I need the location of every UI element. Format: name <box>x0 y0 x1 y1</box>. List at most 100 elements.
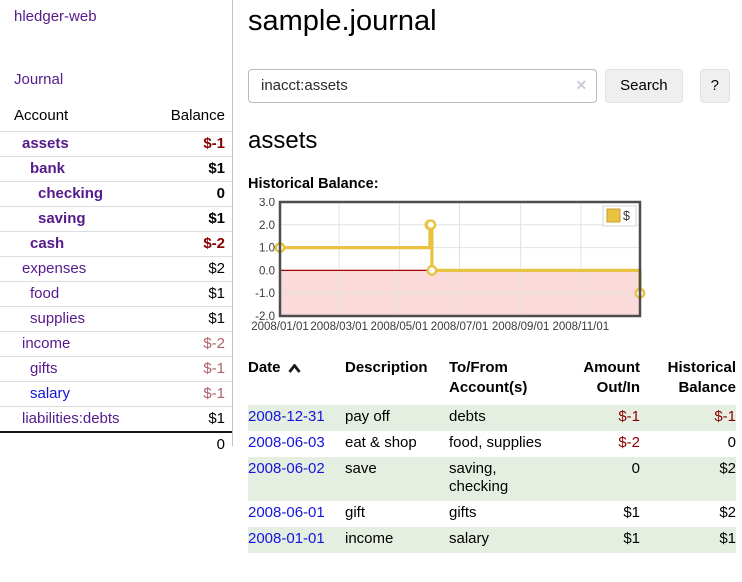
x-axis-tick-label: 2008/03/01 <box>310 321 368 333</box>
account-row: supplies $1 <box>0 306 232 332</box>
cell-accounts: debts <box>449 408 486 426</box>
chart-title: Historical Balance: <box>248 175 379 192</box>
cell-balance: 0 <box>727 433 736 451</box>
transactions-table: Date Description To/From Account(s) Amou… <box>248 356 736 553</box>
cell-accounts: food, supplies <box>449 433 542 451</box>
transaction-date-link[interactable]: 2008-06-03 <box>248 433 325 451</box>
legend-swatch <box>606 208 621 223</box>
account-row: checking 0 <box>0 181 232 207</box>
column-header-accounts: To/From Account(s) <box>449 358 528 396</box>
transaction-row: 2008-06-01 gift gifts $1 $2 <box>248 501 736 527</box>
account-balance: $-2 <box>153 231 232 257</box>
account-row: cash $-2 <box>0 231 232 257</box>
account-link[interactable]: salary <box>30 385 71 402</box>
transaction-row: 2008-12-31 pay off debts $-1 $-1 <box>248 405 736 431</box>
cell-accounts: salary <box>449 529 490 547</box>
main-content: sample.journal ✕ Search ? assets Histori… <box>233 0 742 553</box>
clear-search-icon[interactable]: ✕ <box>575 76 588 93</box>
x-axis-tick-label: 2008/11/01 <box>552 321 609 333</box>
accounts-total-row: 0 <box>0 431 232 457</box>
accounts-table: Account Balance assets $-1 bank $1 checking 0… <box>0 103 232 457</box>
accounts-total-spacer <box>0 431 154 457</box>
y-axis-tick-label: -1.0 <box>255 288 275 300</box>
transaction-row: 2008-06-03 eat & shop food, supplies $-2 0 <box>248 431 736 457</box>
nav-journal-link[interactable]: Journal <box>14 71 64 88</box>
account-balance: $2 <box>153 256 232 282</box>
transaction-date-link[interactable]: 2008-06-02 <box>248 459 325 477</box>
column-header-amount: Amount Out/In <box>583 358 640 396</box>
x-axis-tick-label: 2008/01/01 <box>251 321 309 333</box>
legend-label: $ <box>623 209 630 223</box>
date-header-label: Date <box>248 358 281 376</box>
accounts-total-value: 0 <box>153 431 232 457</box>
transaction-date-link[interactable]: 2008-06-01 <box>248 504 325 522</box>
account-row: expenses $2 <box>0 256 232 282</box>
account-row: income $-2 <box>0 331 232 357</box>
account-balance: $-1 <box>153 356 232 382</box>
account-balance: $1 <box>153 306 232 332</box>
transaction-row: 2008-06-02 save saving, checking 0 $2 <box>248 456 736 502</box>
account-row: gifts $-1 <box>0 356 232 382</box>
transaction-date-link[interactable]: 2008-01-01 <box>248 529 325 547</box>
x-axis-tick-label: 2008/09/01 <box>492 321 550 333</box>
transactions-header-row: Date Description To/From Account(s) Amou… <box>248 356 736 406</box>
sort-ascending-icon <box>287 362 301 373</box>
account-balance: $1 <box>153 206 232 232</box>
account-balance: $-2 <box>153 331 232 357</box>
account-link[interactable]: gifts <box>30 360 58 377</box>
page-title: sample.journal <box>248 5 437 37</box>
column-header-balance: Historical Balance <box>667 358 736 396</box>
search-button[interactable]: Search <box>605 68 683 103</box>
cell-description: save <box>345 459 377 477</box>
y-axis-tick-label: 3.0 <box>259 198 275 209</box>
historical-balance-chart[interactable]: $3.0 2.0 1.0 0.0 -1.0 -2.0 2008/01/01 2008/03/0… <box>248 198 646 335</box>
cell-date: 2008-01-01 <box>248 527 345 553</box>
account-link[interactable]: checking <box>38 185 104 202</box>
cell-balance: $2 <box>719 459 736 477</box>
account-link[interactable]: expenses <box>22 260 87 277</box>
cell-balance: $-1 <box>714 408 736 426</box>
search-input[interactable] <box>248 68 598 103</box>
cell-description: income <box>345 529 394 547</box>
account-balance: $1 <box>153 156 232 182</box>
account-balance: $1 <box>153 406 232 432</box>
account-link[interactable]: bank <box>30 160 66 177</box>
account-link[interactable]: income <box>22 335 71 352</box>
account-row: salary $-1 <box>0 381 232 407</box>
account-link[interactable]: liabilities:debts <box>22 410 120 427</box>
cell-accounts: saving, checking <box>449 459 509 496</box>
search-form: ✕ Search ? <box>248 68 730 103</box>
account-link[interactable]: cash <box>30 235 65 252</box>
account-link[interactable]: saving <box>38 210 86 227</box>
account-row: saving $1 <box>0 206 232 232</box>
accounts-header-balance: Balance <box>170 107 225 124</box>
cell-amount: $-1 <box>618 408 640 426</box>
cell-accounts: gifts <box>449 504 477 522</box>
search-box: ✕ <box>248 68 598 103</box>
data-point-marker[interactable] <box>425 218 437 230</box>
column-header-date[interactable]: Date <box>248 356 345 406</box>
transaction-date-link[interactable]: 2008-12-31 <box>248 408 325 426</box>
transaction-row: 2008-01-01 income salary $1 $1 <box>248 526 736 553</box>
app-title-link[interactable]: hledger-web <box>14 8 97 25</box>
y-axis-tick-label: -2.0 <box>255 311 275 323</box>
account-heading: assets <box>248 126 318 154</box>
account-balance: $1 <box>153 281 232 307</box>
sidebar: hledger-web Journal Account Balance asse… <box>0 0 233 457</box>
x-axis-tick-label: 2008/07/01 <box>431 321 489 333</box>
cell-description: eat & shop <box>345 433 417 451</box>
account-balance: $-1 <box>153 131 232 157</box>
y-axis-tick-label: 1.0 <box>259 242 275 254</box>
account-link[interactable]: supplies <box>30 310 86 327</box>
accounts-header-row: Account Balance <box>0 103 232 132</box>
cell-date: 2008-06-02 <box>248 457 345 502</box>
plot-border <box>278 200 642 317</box>
cell-amount: 0 <box>631 459 640 477</box>
column-header-description: Description <box>345 358 428 376</box>
account-link[interactable]: food <box>30 285 60 302</box>
help-button[interactable]: ? <box>699 68 730 103</box>
y-axis-tick-label: 0.0 <box>259 265 275 277</box>
account-link[interactable]: assets <box>22 135 69 152</box>
data-point-marker[interactable] <box>426 264 438 276</box>
cell-balance: $2 <box>719 504 736 522</box>
